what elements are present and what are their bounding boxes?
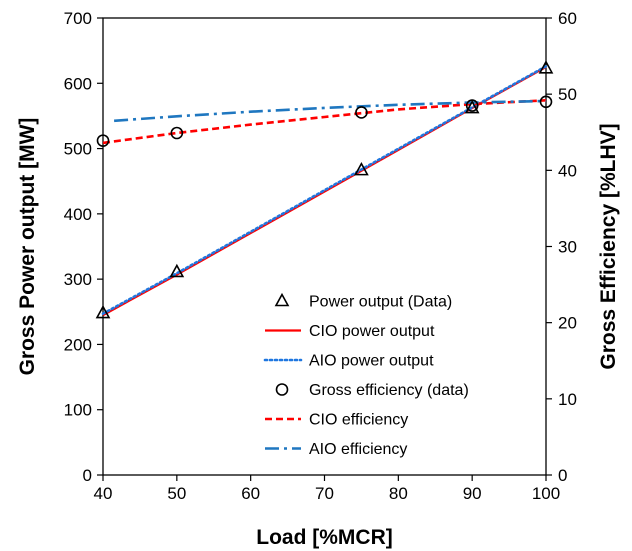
- data-point-triangle: [169, 263, 185, 278]
- legend-label: CIO efficiency: [309, 412, 408, 429]
- x-tick-label: 70: [315, 484, 334, 503]
- x-axis-title: Load [%MCR]: [256, 526, 392, 549]
- y-right-tick-label: 50: [558, 85, 577, 104]
- x-tick-label: 90: [463, 484, 482, 503]
- plot-frame: [102, 17, 547, 476]
- series-line-2: [101, 65, 548, 316]
- data-point-circle: [355, 106, 368, 119]
- data-point-triangle: [464, 99, 480, 114]
- x-tick-label: 50: [167, 484, 186, 503]
- y-left-tick-label: 600: [64, 74, 92, 93]
- x-tick-label: 80: [389, 484, 408, 503]
- y-right-tick-label: 60: [558, 9, 577, 28]
- x-tick-label: 40: [94, 484, 113, 503]
- y-left-tick-label: 100: [64, 401, 92, 420]
- legend-marker-circle: [275, 383, 289, 396]
- y-left-tick-label: 200: [64, 335, 92, 354]
- data-point-circle: [170, 126, 184, 140]
- y-left-tick-label: 400: [64, 205, 92, 224]
- data-point-circle: [96, 134, 110, 147]
- y-left-tick-label: 300: [64, 270, 92, 289]
- y-left-tick-label: 500: [64, 140, 92, 159]
- legend-marker-triangle: [274, 292, 290, 307]
- y-right-tick-label: 40: [558, 161, 577, 180]
- legend: Power output (Data) CIO power output AIO p…: [263, 292, 469, 458]
- y-axis-left-title: Gross Power output [MW]: [16, 118, 39, 376]
- x-tick-label: 100: [532, 484, 560, 503]
- legend-label: Power output (Data): [309, 294, 452, 311]
- y-right-tick-label: 10: [558, 390, 577, 409]
- x-tick-label: 60: [241, 484, 260, 503]
- y-left-tick-label: 700: [64, 9, 92, 28]
- y-right-tick-label: 20: [558, 314, 577, 333]
- y-axis-right-title: Gross Efficiency [%LHV]: [597, 123, 620, 369]
- y-right-tick-label: 30: [558, 238, 577, 257]
- y-right-tick-label: 0: [558, 466, 567, 485]
- series-line-4: [102, 99, 547, 145]
- data-point-circle: [539, 95, 553, 109]
- data-point-triangle: [354, 161, 369, 176]
- data-point-triangle: [95, 304, 111, 319]
- data-point-circle: [465, 99, 479, 112]
- legend-label: AIO power output: [309, 353, 434, 370]
- data-point-triangle: [538, 60, 554, 74]
- legend-label: Gross efficiency (data): [309, 382, 469, 399]
- legend-label: AIO efficiency: [309, 441, 407, 458]
- y-left-tick-label: 0: [83, 466, 92, 485]
- legend-label: CIO power output: [309, 323, 435, 340]
